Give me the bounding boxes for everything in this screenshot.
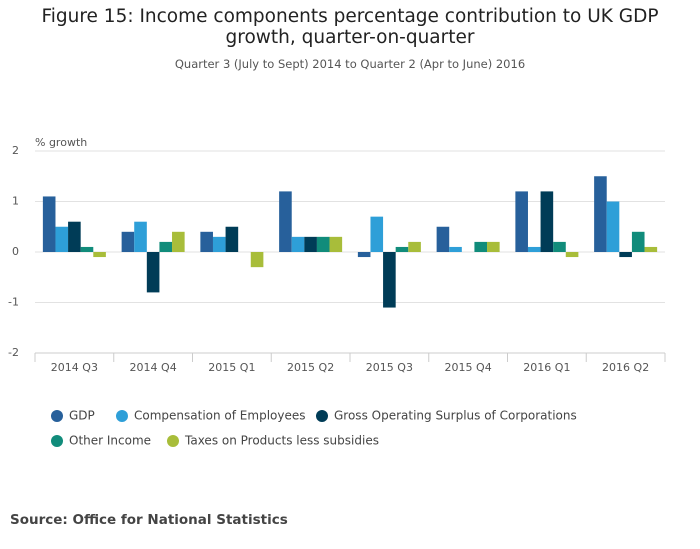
bar [93,252,106,258]
legend-label: Compensation of Employees [134,409,306,423]
x-tick-label: 2015 Q4 [445,361,492,374]
bar [527,246,541,252]
bar [134,221,147,252]
bar [644,246,658,252]
x-tick-label: 2016 Q2 [602,361,649,374]
bar [329,236,343,252]
legend-marker [316,410,328,422]
legend-label: Taxes on Products less subsidies [184,434,379,448]
y-tick-label: -2 [8,346,19,359]
bar [631,231,645,252]
bar [515,191,528,252]
bar [146,252,160,293]
bar [291,236,305,252]
bar [250,252,264,268]
chart-title: Figure 15: Income components percentage … [41,6,659,48]
x-tick-label: 2014 Q3 [51,361,98,374]
x-tick-label: 2015 Q3 [366,361,413,374]
x-tick-label: 2014 Q4 [130,361,177,374]
bar [370,216,384,252]
bar [553,241,566,252]
bar [540,191,554,252]
bar [395,246,409,252]
bar [357,252,371,258]
x-tick-label: 2016 Q1 [523,361,570,374]
x-tick-label: 2015 Q1 [208,361,255,374]
bar [594,176,607,252]
bar [200,231,213,252]
bar [383,252,396,308]
legend-label: Gross Operating Surplus of Corporations [334,409,577,423]
legend-marker [51,410,63,422]
y-axis-label: % growth [35,136,87,149]
y-tick-label: 0 [12,245,19,258]
bar [606,201,620,252]
chart-subtitle: Quarter 3 (July to Sept) 2014 to Quarter… [174,57,526,71]
bar [408,241,421,252]
x-tick-label: 2015 Q2 [287,361,334,374]
bar [436,226,450,252]
bar [172,231,185,252]
bar [316,236,330,252]
bar [68,221,81,252]
bar [159,241,173,252]
legend-marker [167,435,179,447]
bar [212,236,226,252]
y-tick-label: -1 [8,296,19,309]
legend-label: Other Income [69,434,151,448]
bar [474,241,488,252]
source: Source: Office for National Statistics [10,512,288,528]
bar [225,226,239,252]
y-tick-label: 2 [12,144,19,157]
legend-label: GDP [69,409,95,423]
bar [80,246,94,252]
y-tick-label: 1 [12,195,19,208]
bar [565,252,579,258]
bar [487,241,500,252]
bar [279,191,292,252]
bar [55,226,69,252]
legend-marker [116,410,128,422]
bar [121,231,135,252]
legend-marker [51,435,63,447]
bar [449,246,462,252]
bar [619,252,632,258]
bar [304,236,317,252]
bar [42,196,56,252]
